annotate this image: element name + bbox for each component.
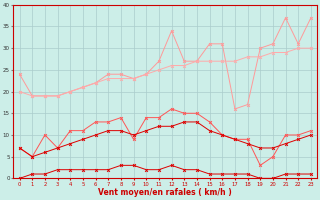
X-axis label: Vent moyen/en rafales ( km/h ): Vent moyen/en rafales ( km/h ) — [98, 188, 232, 197]
